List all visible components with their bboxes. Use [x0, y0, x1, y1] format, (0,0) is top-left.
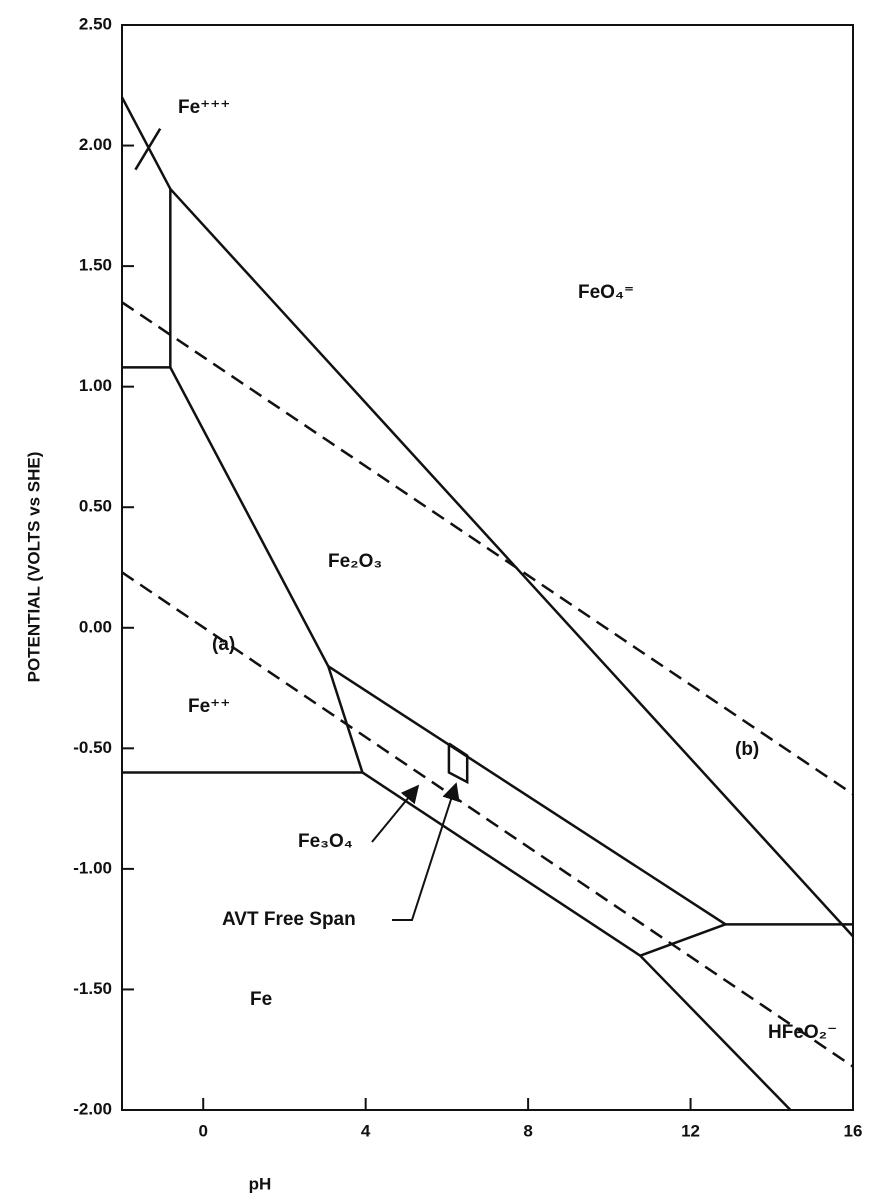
boundary-line	[122, 366, 364, 773]
region-label: Fe	[250, 989, 272, 1010]
y-tick-label: -1.00	[73, 858, 112, 877]
boundary-line	[121, 301, 854, 796]
region-label: Fe⁺⁺⁺	[178, 97, 230, 118]
x-axis-title: pH	[249, 1174, 272, 1193]
region-label: Fe⁺⁺	[188, 696, 230, 717]
region-label: Fe₃O₄	[298, 831, 353, 852]
pointer-arrow	[392, 782, 460, 921]
region-label: (b)	[735, 739, 759, 760]
boundary-line	[447, 742, 469, 785]
pointer-arrow	[371, 784, 420, 843]
plot-frame	[121, 24, 854, 1111]
y-tick-label: -0.50	[73, 738, 112, 757]
y-tick-label: 1.00	[79, 376, 112, 395]
x-tick-label: 12	[681, 1121, 700, 1140]
x-tick-label: 16	[844, 1121, 863, 1140]
y-tick-label: -1.50	[73, 979, 112, 998]
region-label: FeO₄⁼	[578, 282, 634, 303]
region-label: HFeO₂⁻	[768, 1022, 837, 1043]
y-tick-label: 2.00	[79, 135, 112, 154]
region-label: (a)	[212, 634, 235, 655]
x-tick-label: 4	[361, 1121, 371, 1140]
y-tick-label: 2.50	[79, 14, 112, 33]
x-tick-label: 0	[198, 1121, 207, 1140]
region-label: Fe₂O₃	[328, 551, 382, 572]
y-tick-label: 0.50	[79, 497, 112, 516]
boundary-line	[327, 665, 853, 926]
y-tick-label: 0.00	[79, 617, 112, 636]
boundary-line	[639, 923, 726, 957]
x-tick-label: 8	[523, 1121, 532, 1140]
boundary-line	[134, 128, 162, 171]
y-tick-label: 1.50	[79, 256, 112, 275]
y-tick-label: -2.00	[73, 1099, 112, 1118]
y-axis-title: POTENTIAL (VOLTS vs SHE)	[24, 452, 43, 683]
boundary-line	[361, 771, 792, 1111]
boundary-line	[120, 96, 854, 938]
boundary-line	[121, 571, 854, 1068]
region-label: AVT Free Span	[222, 909, 356, 930]
